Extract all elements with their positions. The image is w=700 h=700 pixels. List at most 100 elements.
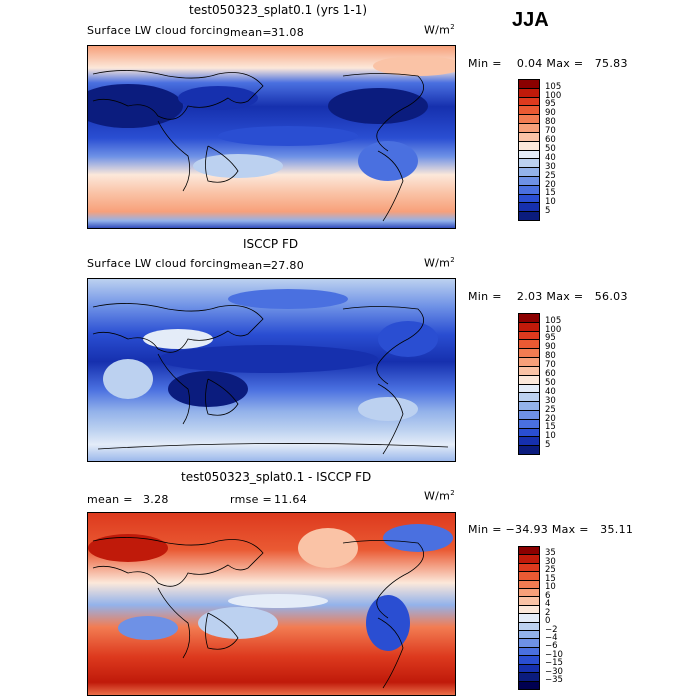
- panel3-colorbar-swatch: [519, 579, 539, 589]
- panel2-level-label: 70: [545, 360, 556, 371]
- panel1-colorbar: [518, 79, 540, 221]
- panel3-units: W/m2: [424, 489, 455, 503]
- panel3-map: [87, 512, 456, 696]
- panel2-colorbar-swatch: [519, 436, 539, 446]
- panel2-units: W/m2: [424, 256, 455, 270]
- panel1-map: [87, 45, 456, 229]
- panel1-level-label: 90: [545, 108, 556, 119]
- panel2-colorbar-swatch: [519, 321, 539, 331]
- panel2-colorbar-swatch: [519, 409, 539, 419]
- panel3-colorbar-swatch: [519, 655, 539, 664]
- panel1-colorbar-swatch: [519, 158, 539, 168]
- panel2-colorbar-swatch: [519, 330, 539, 340]
- panel1-colorbar-swatch: [519, 193, 539, 203]
- panel2-colorbar-swatch: [519, 383, 539, 393]
- panel1-level-label: 105: [545, 81, 562, 92]
- panel2-colorbar-swatch: [519, 418, 539, 428]
- panel1-colorbar-swatch: [519, 184, 539, 194]
- panel1-level-label: 20: [545, 179, 556, 190]
- panel1-colorbar-swatch: [519, 202, 539, 212]
- panel1-level-label: 5: [545, 206, 551, 217]
- panel2-level-label: 90: [545, 342, 556, 353]
- panel2-colorbar-swatch: [519, 392, 539, 402]
- panel3-colorbar-swatch: [519, 554, 539, 563]
- panel3-colorbar-swatch: [519, 571, 539, 580]
- panel2-level-label: 95: [545, 333, 556, 344]
- panel1-field-label: Surface LW cloud forcing: [87, 24, 231, 37]
- panel3-rmse-label: rmse =: [230, 493, 273, 506]
- panel1-mean-value: 31.08: [271, 26, 304, 39]
- panel3-colorbar-swatch: [519, 588, 539, 597]
- panel1-colorbar-swatch: [519, 87, 539, 97]
- panel1-level-label: 15: [545, 188, 556, 199]
- panel2-colorbar-swatch: [519, 339, 539, 349]
- panel1-level-label: 60: [545, 135, 556, 145]
- panel2-colorbar-swatch: [519, 314, 539, 322]
- panel1-title: test050323_splat0.1 (yrs 1-1): [189, 3, 368, 17]
- panel3-level-label: −2: [545, 624, 558, 635]
- panel3-colorbar-swatch: [519, 547, 539, 555]
- panel1-colorbar-swatch: [519, 114, 539, 124]
- panel2-level-label: 100: [545, 324, 562, 335]
- panel1-minmax: Min = 0.04 Max = 75.83: [468, 57, 628, 70]
- panel3-colorbar: [518, 546, 540, 690]
- panel2-colorbar-swatch: [519, 357, 539, 366]
- panel1-colorbar-swatch: [519, 105, 539, 115]
- panel2-mean-label: mean=: [230, 259, 272, 272]
- panel2-colorbar-swatch: [519, 427, 539, 437]
- panel3-minmax: Min = −34.93 Max = 35.11: [468, 523, 634, 536]
- panel1-colorbar-swatch: [519, 211, 539, 220]
- panel1-level-label: 80: [545, 117, 556, 128]
- panel3-level-label: 2: [545, 607, 551, 618]
- panel2-level-label: 25: [545, 404, 556, 415]
- panel2-coastlines: [92, 303, 449, 455]
- panel2-title: ISCCP FD: [243, 237, 299, 251]
- panel1-colorbar-swatch: [519, 175, 539, 185]
- panel3-colorbar-swatch: [519, 630, 539, 639]
- panel3-level-label: −30: [545, 666, 563, 677]
- panel2-minmax: Min = 2.03 Max = 56.03: [468, 290, 628, 303]
- panel3-colorbar-swatch: [519, 604, 539, 614]
- panel2-colorbar-swatch: [519, 401, 539, 410]
- panel3-level-label: 0: [545, 616, 551, 626]
- panel2-level-label: 60: [545, 369, 556, 379]
- panel2-level-label: 15: [545, 422, 556, 433]
- panel2-level-label: 40: [545, 386, 556, 397]
- panel3-colorbar-swatch: [519, 646, 539, 656]
- panel3-colorbar-swatch: [519, 613, 539, 622]
- panel2-colorbar-swatch: [519, 348, 539, 358]
- panel3-coastlines: [92, 537, 425, 689]
- panel1-level-label: 25: [545, 170, 556, 181]
- panel3-title: test050323_splat0.1 - ISCCP FD: [181, 470, 372, 484]
- panel3-mean-label: mean =: [87, 493, 133, 506]
- panel1-colorbar-swatch: [519, 167, 539, 176]
- panel1-level-label: 10: [545, 197, 556, 208]
- panel1-colorbar-swatch: [519, 96, 539, 106]
- panel3-level-label: −35: [545, 675, 563, 686]
- panel3-colorbar-swatch: [519, 663, 539, 673]
- panel1-level-label: 50: [545, 143, 556, 154]
- panel2-colorbar-swatch: [519, 374, 539, 384]
- panel3-level-label: 4: [545, 599, 551, 610]
- panel3-colorbar-swatch: [519, 680, 539, 689]
- season-label: JJA: [512, 9, 549, 31]
- panel2-map: [87, 278, 456, 462]
- panel3-level-label: 15: [545, 573, 556, 584]
- panel1-colorbar-swatch: [519, 131, 539, 141]
- panel2-level-label: 5: [545, 440, 551, 451]
- panel2-level-label: 80: [545, 351, 556, 362]
- panel3-colorbar-swatch: [519, 562, 539, 572]
- panel1-coastlines: [92, 70, 425, 222]
- panel3-level-label: −10: [545, 649, 563, 660]
- panel2-mean-value: 27.80: [271, 259, 304, 272]
- panel1-colorbar-swatch: [519, 149, 539, 159]
- panel3-colorbar-swatch: [519, 638, 539, 647]
- panel1-level-label: 30: [545, 161, 556, 172]
- panel2-level-label: 105: [545, 315, 562, 326]
- panel3-mean-value: 3.28: [143, 493, 169, 506]
- panel3-colorbar-swatch: [519, 596, 539, 605]
- panel2-level-label: 30: [545, 395, 556, 406]
- panel3-level-label: 35: [545, 548, 556, 559]
- panel3-level-label: −6: [545, 641, 558, 652]
- panel2-field-label: Surface LW cloud forcing: [87, 257, 231, 270]
